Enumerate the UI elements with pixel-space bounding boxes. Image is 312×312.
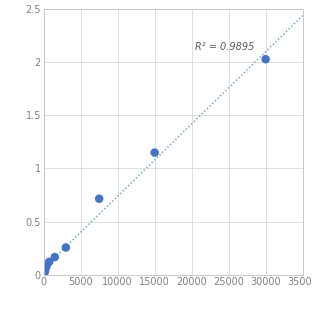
Point — [47, 259, 52, 264]
Point — [41, 272, 46, 277]
Point — [97, 196, 102, 201]
Point — [152, 150, 157, 155]
Point — [63, 245, 68, 250]
Point — [263, 57, 268, 62]
Text: R² = 0.9895: R² = 0.9895 — [195, 42, 255, 52]
Point — [42, 268, 47, 273]
Point — [44, 264, 49, 269]
Point — [52, 255, 57, 260]
Point — [42, 270, 47, 275]
